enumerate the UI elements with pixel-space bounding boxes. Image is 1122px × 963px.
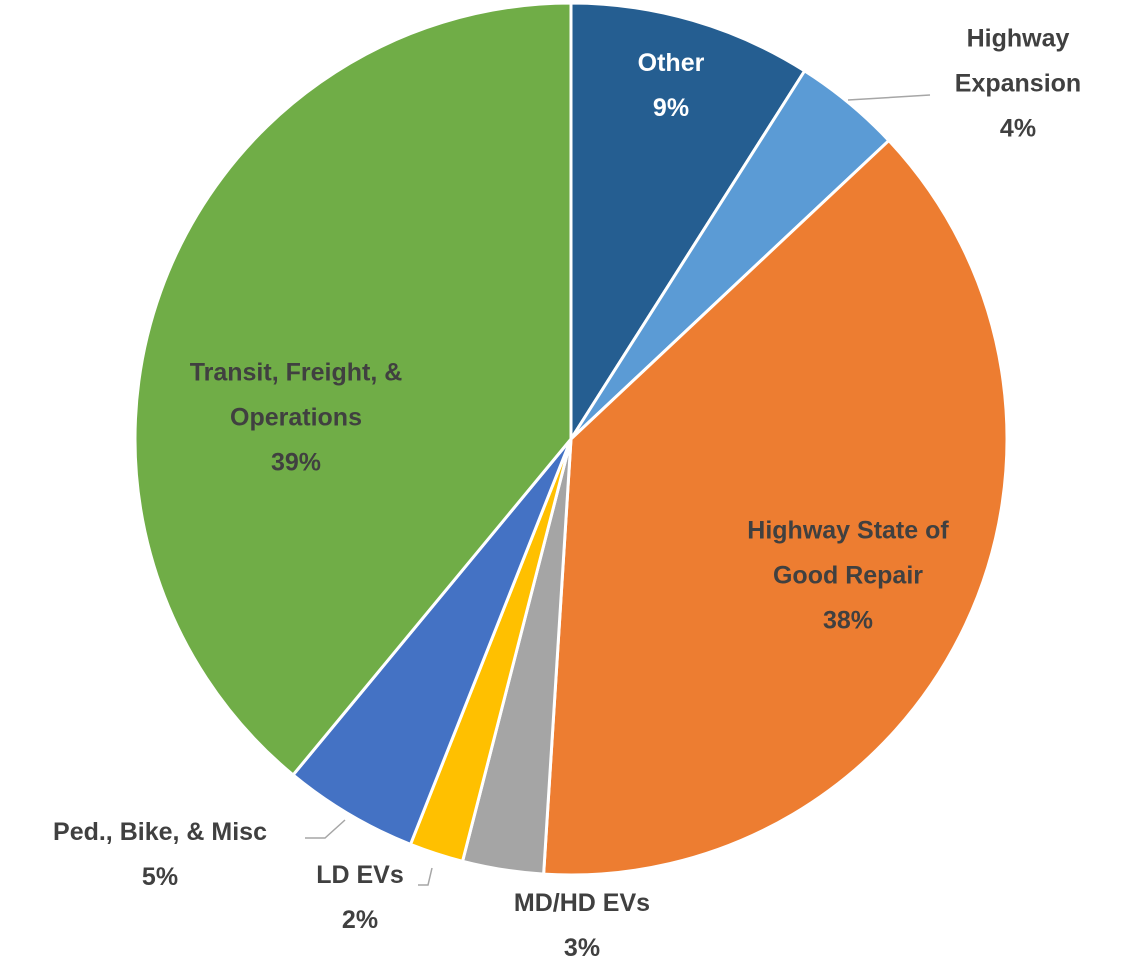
slice-label: Highway Expansion 4% xyxy=(948,17,1088,152)
value-label: 2% xyxy=(341,906,379,934)
value-label: 3% xyxy=(563,934,601,962)
leader-line xyxy=(847,94,931,101)
category-label: Highway State of Good Repair xyxy=(747,516,949,590)
leader-line xyxy=(305,819,346,839)
value-label: 4% xyxy=(999,114,1037,143)
slice-label: Transit, Freight, & Operations 39% xyxy=(161,351,431,486)
slice-label: LD EVs 2% xyxy=(290,853,430,943)
category-label: Other xyxy=(637,49,705,77)
pie-slice xyxy=(542,139,1009,877)
slice-label: Ped., Bike, & Misc 5% xyxy=(0,810,320,900)
value-label: 9% xyxy=(652,94,690,122)
pie-slice xyxy=(133,1,573,777)
slice-label: Highway State of Good Repair 38% xyxy=(713,509,983,644)
leader-line xyxy=(418,867,433,886)
category-label: Transit, Freight, & Operations xyxy=(189,358,403,432)
value-label: 38% xyxy=(822,606,874,635)
slice-label: MD/HD EVs 3% xyxy=(452,881,712,963)
category-label: MD/HD EVs xyxy=(513,889,651,917)
value-label: 39% xyxy=(270,448,322,477)
slice-label: Other 9% xyxy=(571,41,771,131)
category-label: Highway Expansion xyxy=(954,24,1082,98)
category-label: Ped., Bike, & Misc xyxy=(53,818,267,846)
pie-slice xyxy=(569,1,807,441)
value-label: 5% xyxy=(141,863,179,891)
category-label: LD EVs xyxy=(316,861,404,889)
